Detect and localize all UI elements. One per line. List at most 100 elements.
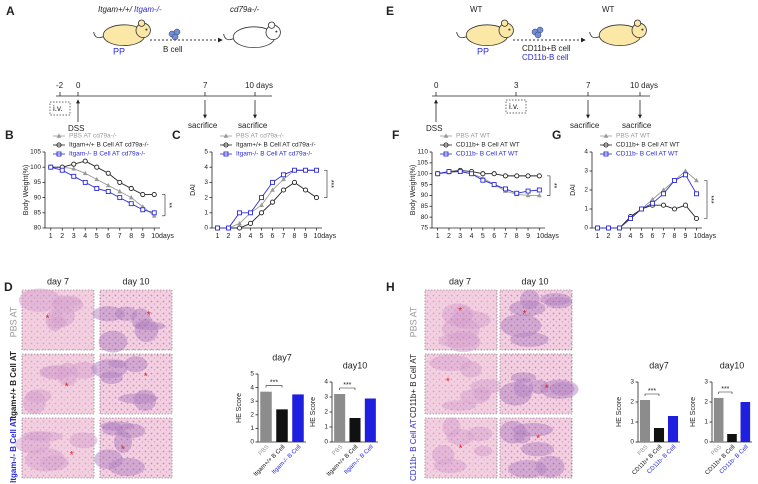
- histology-image: *: [499, 353, 579, 415]
- column-label: day 10: [521, 276, 548, 286]
- marker: [151, 210, 157, 216]
- y-tick-label: 2: [204, 194, 208, 201]
- x-tick-label: 10days: [694, 233, 717, 240]
- marker: [595, 225, 600, 231]
- marker: [128, 185, 134, 192]
- marker: [269, 199, 276, 205]
- chart-title: day10: [343, 360, 368, 370]
- donor-label: Itgam+/+/ Itgam-/-: [98, 5, 162, 14]
- marker: [258, 210, 265, 216]
- annotation: **: [165, 202, 172, 208]
- annotation: ***: [270, 380, 278, 387]
- marker: [660, 202, 667, 208]
- time-label: 7: [203, 81, 208, 90]
- marker: [446, 169, 452, 174]
- histology-image: *: [499, 289, 573, 351]
- tissue-cells: [500, 290, 572, 350]
- y-tick-label: 3: [324, 394, 328, 401]
- series-line: [437, 170, 540, 177]
- marker: [94, 164, 100, 170]
- marker: [536, 187, 542, 193]
- panel-label: G: [552, 128, 561, 142]
- cell-label: B cell: [163, 45, 183, 54]
- bar: [667, 416, 679, 442]
- bar: [653, 428, 665, 442]
- series-line: [50, 166, 155, 214]
- y-tick-label: 1: [630, 419, 634, 426]
- marker: [226, 225, 231, 231]
- x-tick-label: 3: [458, 233, 462, 240]
- marker: [314, 167, 319, 173]
- bar: [292, 394, 304, 442]
- y-tick-label: 1: [324, 424, 328, 431]
- y-tick-label: 90: [34, 194, 42, 201]
- y-axis-label: Body Weight(%): [23, 165, 30, 215]
- marker: [281, 172, 286, 178]
- y-tick-label: 75: [421, 225, 429, 232]
- row-label: PBS AT: [8, 306, 18, 337]
- marker: [237, 210, 242, 216]
- y-tick-label: 80: [421, 214, 429, 221]
- y-tick-label: 4: [204, 164, 208, 171]
- histology-h: H day 7 day 10 PBS AT CD11b+ B Cell AT C…: [386, 276, 549, 481]
- cell-label: CD11b-B cell: [522, 53, 569, 62]
- marker: [140, 207, 146, 213]
- asterisk: *: [65, 382, 69, 393]
- x-tick-label: 6: [651, 233, 655, 240]
- tissue-cells: [425, 418, 497, 478]
- marker: [525, 173, 531, 179]
- y-tick-label: 85: [34, 210, 42, 217]
- legend-label: Itgam-/- B Cell AT cd79a-/-: [236, 151, 312, 158]
- marker: [94, 176, 100, 182]
- x-tick-label: PBS: [331, 444, 344, 457]
- diagram-e: E WT PP CD11b+B cell CD11b-B cell WT 0 3…: [386, 4, 658, 133]
- marker: [650, 196, 655, 202]
- marker: [502, 173, 509, 179]
- histology-image: *: [91, 353, 173, 415]
- x-tick-label: 10days: [151, 233, 174, 240]
- x-tick-label: PBS: [258, 444, 271, 457]
- marker: [259, 195, 264, 201]
- series-line: [50, 160, 155, 196]
- annotation-bracket: [339, 387, 356, 390]
- marker: [606, 225, 611, 231]
- marker: [292, 167, 297, 173]
- y-tick-label: 1: [204, 210, 208, 217]
- marker: [617, 225, 622, 231]
- x-tick-label: 5: [640, 233, 644, 240]
- tissue-cells: [500, 354, 572, 414]
- end-label: sacrifice: [238, 121, 268, 130]
- y-tick-label: 1: [250, 425, 254, 432]
- x-tick-label: 9: [684, 233, 688, 240]
- x-tick-label: 10days: [536, 233, 559, 240]
- x-tick-label: 6: [271, 233, 275, 240]
- y-axis-label: DAI: [190, 184, 197, 196]
- marker: [457, 169, 463, 174]
- donor-mouse: [93, 19, 151, 46]
- marker: [117, 179, 123, 185]
- marker: [682, 202, 689, 208]
- marker: [105, 189, 111, 194]
- y-axis-label: Body Weight(%): [410, 165, 417, 215]
- marker: [151, 213, 157, 218]
- series-line: [437, 171, 540, 194]
- panel-label: H: [386, 280, 395, 294]
- y-tick-label: 0: [704, 439, 708, 446]
- marker: [248, 210, 253, 216]
- recipient-label: cd79a-/-: [230, 5, 260, 14]
- marker: [128, 201, 134, 207]
- marker: [639, 206, 644, 212]
- recipient-mouse: [223, 21, 281, 48]
- marker: [628, 216, 633, 221]
- x-tick-label: 2: [227, 233, 231, 240]
- marker: [525, 188, 531, 194]
- marker: [661, 187, 666, 192]
- marker: [71, 173, 77, 179]
- y-tick-label: 2: [630, 399, 634, 406]
- y-tick-label: 2: [324, 409, 328, 416]
- bar: [334, 394, 346, 442]
- y-axis-label: HE Score: [236, 393, 243, 423]
- y-tick-label: 4: [584, 149, 588, 156]
- annotation-bracket: [162, 194, 166, 217]
- bar: [260, 391, 272, 442]
